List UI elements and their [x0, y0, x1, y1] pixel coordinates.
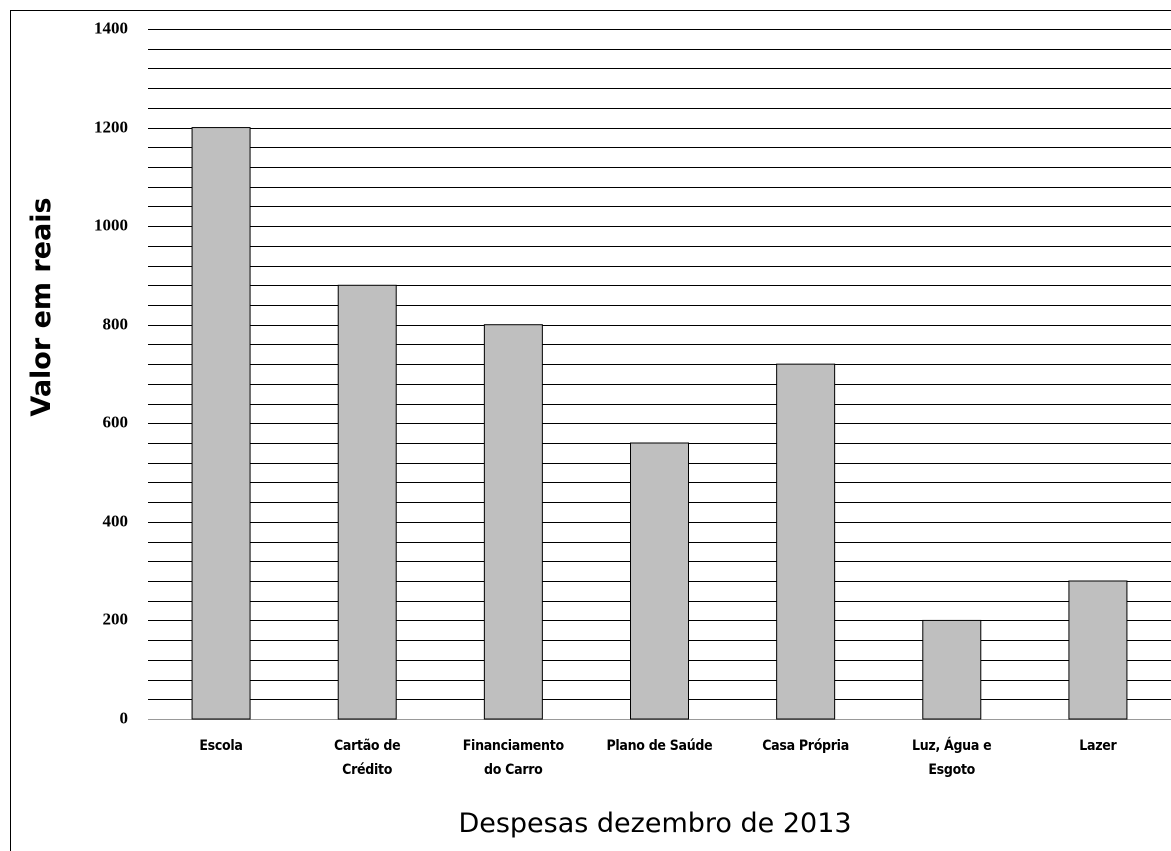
y-axis-title: Valor em reais: [26, 197, 57, 416]
x-axis-title: Despesas dezembro de 2013: [458, 808, 851, 839]
x-tick-label: Lazer: [1079, 738, 1117, 754]
x-tick-label: Plano de Saúde: [606, 738, 713, 754]
y-tick-label: 200: [103, 609, 129, 628]
bar: [1068, 580, 1128, 720]
y-tick-label: 600: [103, 412, 129, 431]
bar: [191, 127, 251, 720]
bar: [483, 324, 543, 720]
x-tick-label: Escola: [199, 738, 243, 754]
frame: [10, 10, 1171, 851]
y-tick-label: 1400: [94, 18, 128, 37]
bar: [630, 442, 689, 720]
x-tick-label: Cartão de Crédito: [333, 738, 401, 778]
bar: [776, 363, 836, 720]
x-tick-label: Luz, Água e Esgoto: [912, 738, 992, 778]
y-tick-label: 1000: [94, 215, 128, 234]
x-tick-label: Casa Própria: [762, 738, 849, 754]
bar: [337, 284, 397, 720]
x-tick-label: Financiamento do Carro: [462, 738, 564, 778]
y-tick-label: 400: [103, 511, 129, 530]
y-tick-label: 1200: [94, 117, 128, 136]
bar: [922, 619, 982, 720]
y-tick-label: 800: [103, 314, 129, 333]
y-tick-label: 0: [120, 708, 129, 727]
